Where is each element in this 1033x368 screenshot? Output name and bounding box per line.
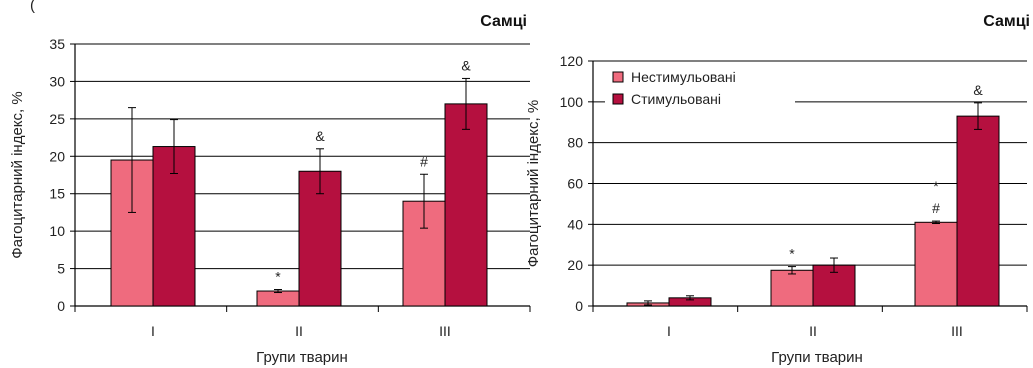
- y-tick-label: 20: [49, 148, 65, 164]
- y-tick-label: 100: [560, 94, 584, 110]
- clipped-caption-fragment: (: [30, 0, 35, 14]
- significance-mark: &: [461, 57, 471, 73]
- legend-swatch-stimulated: [612, 93, 624, 105]
- y-tick-label: 10: [49, 223, 65, 239]
- y-tick-label: 5: [57, 261, 65, 277]
- significance-mark: &: [973, 82, 983, 98]
- y-tick-label: 0: [57, 298, 65, 314]
- significance-mark: #: [932, 200, 940, 216]
- significance-mark: *: [789, 246, 795, 262]
- legend: Нестимульовані Стимульовані: [605, 64, 795, 116]
- y-axis-title: Фагоцитарний індекс, %: [9, 91, 26, 258]
- x-tick-label: III: [439, 323, 451, 339]
- y-tick-label: 40: [567, 216, 583, 232]
- significance-mark: *: [933, 178, 939, 194]
- legend-background: [605, 64, 795, 116]
- y-tick-label: 20: [567, 257, 583, 273]
- panel-title: Самці: [480, 13, 527, 30]
- legend-swatch-unstimulated: [612, 71, 624, 83]
- y-tick-label: 80: [567, 135, 583, 151]
- x-tick-label: I: [667, 323, 671, 339]
- x-tick-label: I: [151, 323, 155, 339]
- y-tick-label: 120: [560, 53, 584, 69]
- panel-title: Самці: [983, 13, 1030, 30]
- left-chart-panel: 0 5 10 15 20 25 30 35 I * & II # & III Самці Групи твари…: [9, 13, 531, 366]
- y-tick-label: 35: [49, 36, 65, 52]
- significance-mark: #: [420, 153, 428, 169]
- x-tick-label: III: [951, 323, 963, 339]
- x-axis-title: Групи тварин: [771, 349, 863, 366]
- bar-stimulated: [956, 115, 1000, 307]
- significance-mark: *: [275, 269, 281, 285]
- y-tick-label: 15: [49, 186, 65, 202]
- significance-mark: &: [315, 128, 325, 144]
- x-tick-label: II: [809, 323, 817, 339]
- x-axis-title: Групи тварин: [256, 349, 348, 366]
- y-tick-label: 60: [567, 176, 583, 192]
- bar-unstimulated: [914, 221, 958, 307]
- bar-unstimulated: [256, 290, 300, 307]
- y-tick-label: 30: [49, 73, 65, 89]
- bar-unstimulated: [770, 269, 814, 307]
- y-tick-label: 25: [49, 111, 65, 127]
- y-tick-label: 0: [575, 298, 583, 314]
- right-chart-panel: 0 20 40 60 80 100 120 I * II * # & III Самці Групи твар…: [525, 13, 1030, 366]
- y-axis-title: Фагоцитарний індекс, %: [525, 100, 542, 267]
- legend-label: Нестимульовані: [631, 69, 736, 85]
- legend-label: Стимульовані: [631, 91, 721, 107]
- x-tick-label: II: [295, 323, 303, 339]
- bar-stimulated: [444, 103, 488, 307]
